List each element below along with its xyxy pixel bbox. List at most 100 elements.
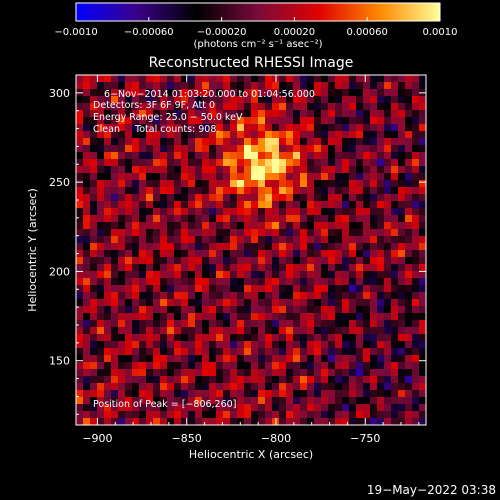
heatmap-cell: [335, 257, 343, 265]
heatmap-cell: [342, 257, 350, 265]
heatmap-cell: [174, 292, 182, 300]
heatmap-cell: [188, 103, 196, 111]
heatmap-cell: [202, 145, 210, 153]
heatmap-cell: [167, 299, 175, 307]
heatmap-cell: [258, 369, 266, 377]
heatmap-cell: [328, 299, 336, 307]
heatmap-cell: [258, 201, 266, 209]
heatmap-cell: [174, 152, 182, 160]
heatmap-cell: [272, 110, 280, 118]
heatmap-cell: [300, 96, 308, 104]
heatmap-cell: [209, 166, 217, 174]
heatmap-cell: [370, 369, 378, 377]
heatmap-cell: [125, 152, 133, 160]
heatmap-cell: [153, 355, 161, 363]
heatmap-cell: [90, 96, 98, 104]
heatmap-cell: [300, 131, 308, 139]
heatmap-cell: [356, 285, 364, 293]
heatmap-cell: [258, 320, 266, 328]
heatmap-cell: [167, 369, 175, 377]
heatmap-cell: [405, 299, 413, 307]
heatmap-cell: [181, 404, 189, 412]
heatmap-cell: [125, 208, 133, 216]
heatmap-cell: [195, 236, 203, 244]
heatmap-cell: [104, 341, 112, 349]
heatmap-cell: [132, 369, 140, 377]
heatmap-cell: [160, 285, 168, 293]
heatmap-cell: [314, 138, 322, 146]
heatmap-cell: [209, 250, 217, 258]
heatmap-cell: [314, 236, 322, 244]
heatmap-cell: [391, 96, 399, 104]
heatmap-cell: [279, 383, 287, 391]
heatmap-cell: [370, 103, 378, 111]
heatmap-cell: [167, 187, 175, 195]
heatmap-cell: [293, 131, 301, 139]
heatmap-cell: [272, 117, 280, 125]
heatmap-cell: [153, 369, 161, 377]
heatmap-cell: [384, 250, 392, 258]
heatmap-cell: [216, 187, 224, 195]
heatmap-cell: [419, 292, 426, 300]
heatmap-cell: [118, 411, 126, 419]
heatmap-cell: [293, 390, 301, 398]
heatmap-cell: [419, 96, 426, 104]
heatmap-cell: [321, 285, 329, 293]
heatmap-cell: [286, 131, 294, 139]
heatmap-cell: [314, 355, 322, 363]
heatmap-cell: [335, 166, 343, 174]
heatmap-cell: [139, 103, 147, 111]
heatmap-cell: [398, 313, 406, 321]
heatmap-cell: [405, 264, 413, 272]
heatmap-cell: [230, 215, 238, 223]
heatmap-cell: [230, 166, 238, 174]
heatmap-cell: [153, 82, 161, 90]
heatmap-cell: [188, 271, 196, 279]
heatmap-cell: [230, 397, 238, 405]
heatmap-cell: [377, 313, 385, 321]
heatmap-cell: [139, 390, 147, 398]
heatmap-cell: [132, 82, 140, 90]
heatmap-cell: [244, 411, 252, 419]
heatmap-cell: [188, 110, 196, 118]
heatmap-cell: [307, 292, 315, 300]
heatmap-cell: [76, 215, 84, 223]
heatmap-cell: [356, 131, 364, 139]
heatmap-cell: [272, 159, 280, 167]
heatmap-cell: [111, 236, 119, 244]
heatmap-cell: [293, 173, 301, 181]
heatmap-cell: [391, 215, 399, 223]
heatmap-cell: [377, 166, 385, 174]
heatmap-cell: [286, 320, 294, 328]
heatmap-cell: [139, 159, 147, 167]
heatmap-cell: [279, 215, 287, 223]
heatmap-cell: [321, 208, 329, 216]
heatmap-cell: [167, 194, 175, 202]
heatmap-cell: [251, 313, 259, 321]
heatmap-cell: [223, 411, 231, 419]
heatmap-cell: [244, 278, 252, 286]
heatmap-cell: [335, 418, 343, 425]
heatmap-cell: [230, 117, 238, 125]
heatmap-cell: [153, 292, 161, 300]
heatmap-cell: [398, 215, 406, 223]
heatmap-cell: [293, 138, 301, 146]
heatmap-cell: [342, 173, 350, 181]
heatmap-cell: [419, 75, 426, 83]
heatmap-cell: [307, 75, 315, 83]
heatmap-cell: [342, 194, 350, 202]
heatmap-cell: [377, 383, 385, 391]
heatmap-cell: [363, 159, 371, 167]
heatmap-cell: [342, 208, 350, 216]
heatmap-cell: [265, 313, 273, 321]
heatmap-cell: [188, 355, 196, 363]
heatmap-cell: [321, 103, 329, 111]
heatmap-cell: [139, 369, 147, 377]
heatmap-cell: [97, 264, 105, 272]
heatmap-cell: [76, 229, 84, 237]
heatmap-cell: [405, 82, 413, 90]
heatmap-cell: [272, 187, 280, 195]
heatmap-cell: [377, 173, 385, 181]
heatmap-cell: [384, 201, 392, 209]
